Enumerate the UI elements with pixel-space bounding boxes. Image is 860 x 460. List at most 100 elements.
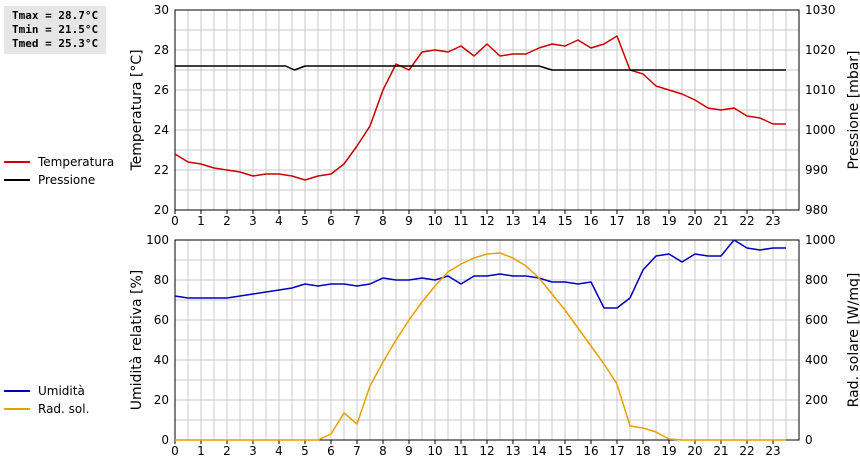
y2-tick-label: 600 xyxy=(805,313,828,327)
y-tick-label: 30 xyxy=(154,3,169,17)
x-tick-label: 19 xyxy=(661,214,676,228)
y2-tick-label: 1020 xyxy=(805,43,836,57)
y2-tick-label: 400 xyxy=(805,353,828,367)
x-tick-label: 2 xyxy=(223,444,231,458)
y-tick-label: 0 xyxy=(161,433,169,447)
y-tick-label: 24 xyxy=(154,123,169,137)
x-tick-label: 20 xyxy=(687,214,702,228)
y2-tick-label: 1000 xyxy=(805,123,836,137)
x-tick-label: 10 xyxy=(427,214,442,228)
x-tick-label: 4 xyxy=(275,444,283,458)
x-tick-label: 20 xyxy=(687,444,702,458)
x-tick-label: 11 xyxy=(453,214,468,228)
y2-tick-label: 800 xyxy=(805,273,828,287)
y-tick-label: 22 xyxy=(154,163,169,177)
y2-axis-title: Pressione [mbar] xyxy=(846,50,860,169)
x-tick-label: 18 xyxy=(635,214,650,228)
series-line-temperatura xyxy=(174,35,786,181)
y2-tick-label: 980 xyxy=(805,203,828,217)
x-tick-label: 14 xyxy=(531,214,546,228)
legend-top: Temperatura Pressione xyxy=(4,153,114,189)
x-tick-label: 22 xyxy=(739,214,754,228)
y2-tick-label: 0 xyxy=(805,433,813,447)
x-tick-label: 7 xyxy=(353,214,361,228)
legend-label-radiation: Rad. sol. xyxy=(38,402,90,416)
y-axis-title: Umidità relativa [%] xyxy=(129,270,145,411)
x-tick-label: 16 xyxy=(583,214,598,228)
x-tick-label: 23 xyxy=(765,444,780,458)
x-tick-label: 5 xyxy=(301,214,309,228)
y-tick-label: 80 xyxy=(154,273,169,287)
x-tick-label: 16 xyxy=(583,444,598,458)
x-tick-label: 14 xyxy=(531,444,546,458)
x-tick-label: 13 xyxy=(505,214,520,228)
x-tick-label: 15 xyxy=(557,444,572,458)
x-tick-label: 18 xyxy=(635,444,650,458)
legend-item-temperature: Temperatura xyxy=(4,153,114,171)
x-tick-label: 1 xyxy=(197,444,205,458)
y-tick-label: 26 xyxy=(154,83,169,97)
x-tick-label: 7 xyxy=(353,444,361,458)
x-tick-label: 11 xyxy=(453,444,468,458)
y-tick-label: 100 xyxy=(146,233,169,247)
legend-swatch-temperature xyxy=(4,161,30,163)
legend-swatch-radiation xyxy=(4,408,30,410)
series-line-umidit- xyxy=(174,239,786,309)
stats-box: Tmax = 28.7°C Tmin = 21.5°C Tmed = 25.3°… xyxy=(4,6,106,54)
series-line-rad-sol- xyxy=(175,252,786,441)
x-tick-label: 12 xyxy=(479,444,494,458)
x-tick-label: 17 xyxy=(609,444,624,458)
y2-tick-label: 990 xyxy=(805,163,828,177)
x-tick-label: 22 xyxy=(739,444,754,458)
legend-swatch-pressure xyxy=(4,179,30,181)
stat-tmed: Tmed = 25.3°C xyxy=(12,37,99,50)
x-tick-label: 5 xyxy=(301,444,309,458)
x-tick-label: 0 xyxy=(171,214,179,228)
x-tick-label: 6 xyxy=(327,214,335,228)
x-tick-label: 12 xyxy=(479,214,494,228)
y-tick-label: 20 xyxy=(154,203,169,217)
legend-bottom: Umidità Rad. sol. xyxy=(4,382,89,418)
chart-panel-1: 0 1 2 3 4 5 6 7 8 9 10 11 12 13 14 15 16 17 18 19 20 21 22 2302… xyxy=(129,233,860,458)
y2-tick-label: 1000 xyxy=(805,233,836,247)
x-tick-label: 15 xyxy=(557,214,572,228)
x-tick-label: 6 xyxy=(327,444,335,458)
x-tick-label: 1 xyxy=(197,214,205,228)
x-tick-label: 23 xyxy=(765,214,780,228)
stat-tmax: Tmax = 28.7°C xyxy=(12,9,99,22)
legend-item-radiation: Rad. sol. xyxy=(4,400,89,418)
x-tick-label: 0 xyxy=(171,444,179,458)
legend-label-temperature: Temperatura xyxy=(38,155,115,169)
x-tick-label: 17 xyxy=(609,214,624,228)
y2-tick-label: 1030 xyxy=(805,3,836,17)
chart-panel-0: 0 1 2 3 4 5 6 7 8 9 10 11 12 13 14 15 16 17 18 19 20 21 22 2320… xyxy=(129,3,860,228)
series-line-pressione xyxy=(175,65,786,71)
x-tick-label: 19 xyxy=(661,444,676,458)
y2-axis-title: Rad. solare [W/mq] xyxy=(846,273,860,408)
x-tick-label: 9 xyxy=(405,444,413,458)
y-tick-label: 28 xyxy=(154,43,169,57)
x-tick-label: 10 xyxy=(427,444,442,458)
y2-tick-label: 200 xyxy=(805,393,828,407)
y-tick-label: 40 xyxy=(154,353,169,367)
y-axis-title: Temperatura [°C] xyxy=(129,49,145,171)
x-tick-label: 8 xyxy=(379,444,387,458)
x-tick-label: 21 xyxy=(713,444,728,458)
x-tick-label: 3 xyxy=(249,444,257,458)
x-tick-label: 9 xyxy=(405,214,413,228)
x-tick-label: 21 xyxy=(713,214,728,228)
x-tick-label: 8 xyxy=(379,214,387,228)
x-tick-label: 13 xyxy=(505,444,520,458)
y2-tick-label: 1010 xyxy=(805,83,836,97)
x-tick-label: 2 xyxy=(223,214,231,228)
legend-label-pressure: Pressione xyxy=(38,173,96,187)
stat-tmin: Tmin = 21.5°C xyxy=(12,23,99,36)
legend-item-pressure: Pressione xyxy=(4,171,114,189)
legend-label-humidity: Umidità xyxy=(38,384,85,398)
legend-swatch-humidity xyxy=(4,390,30,392)
y-tick-label: 20 xyxy=(154,393,169,407)
x-tick-label: 3 xyxy=(249,214,257,228)
x-tick-label: 4 xyxy=(275,214,283,228)
y-tick-label: 60 xyxy=(154,313,169,327)
